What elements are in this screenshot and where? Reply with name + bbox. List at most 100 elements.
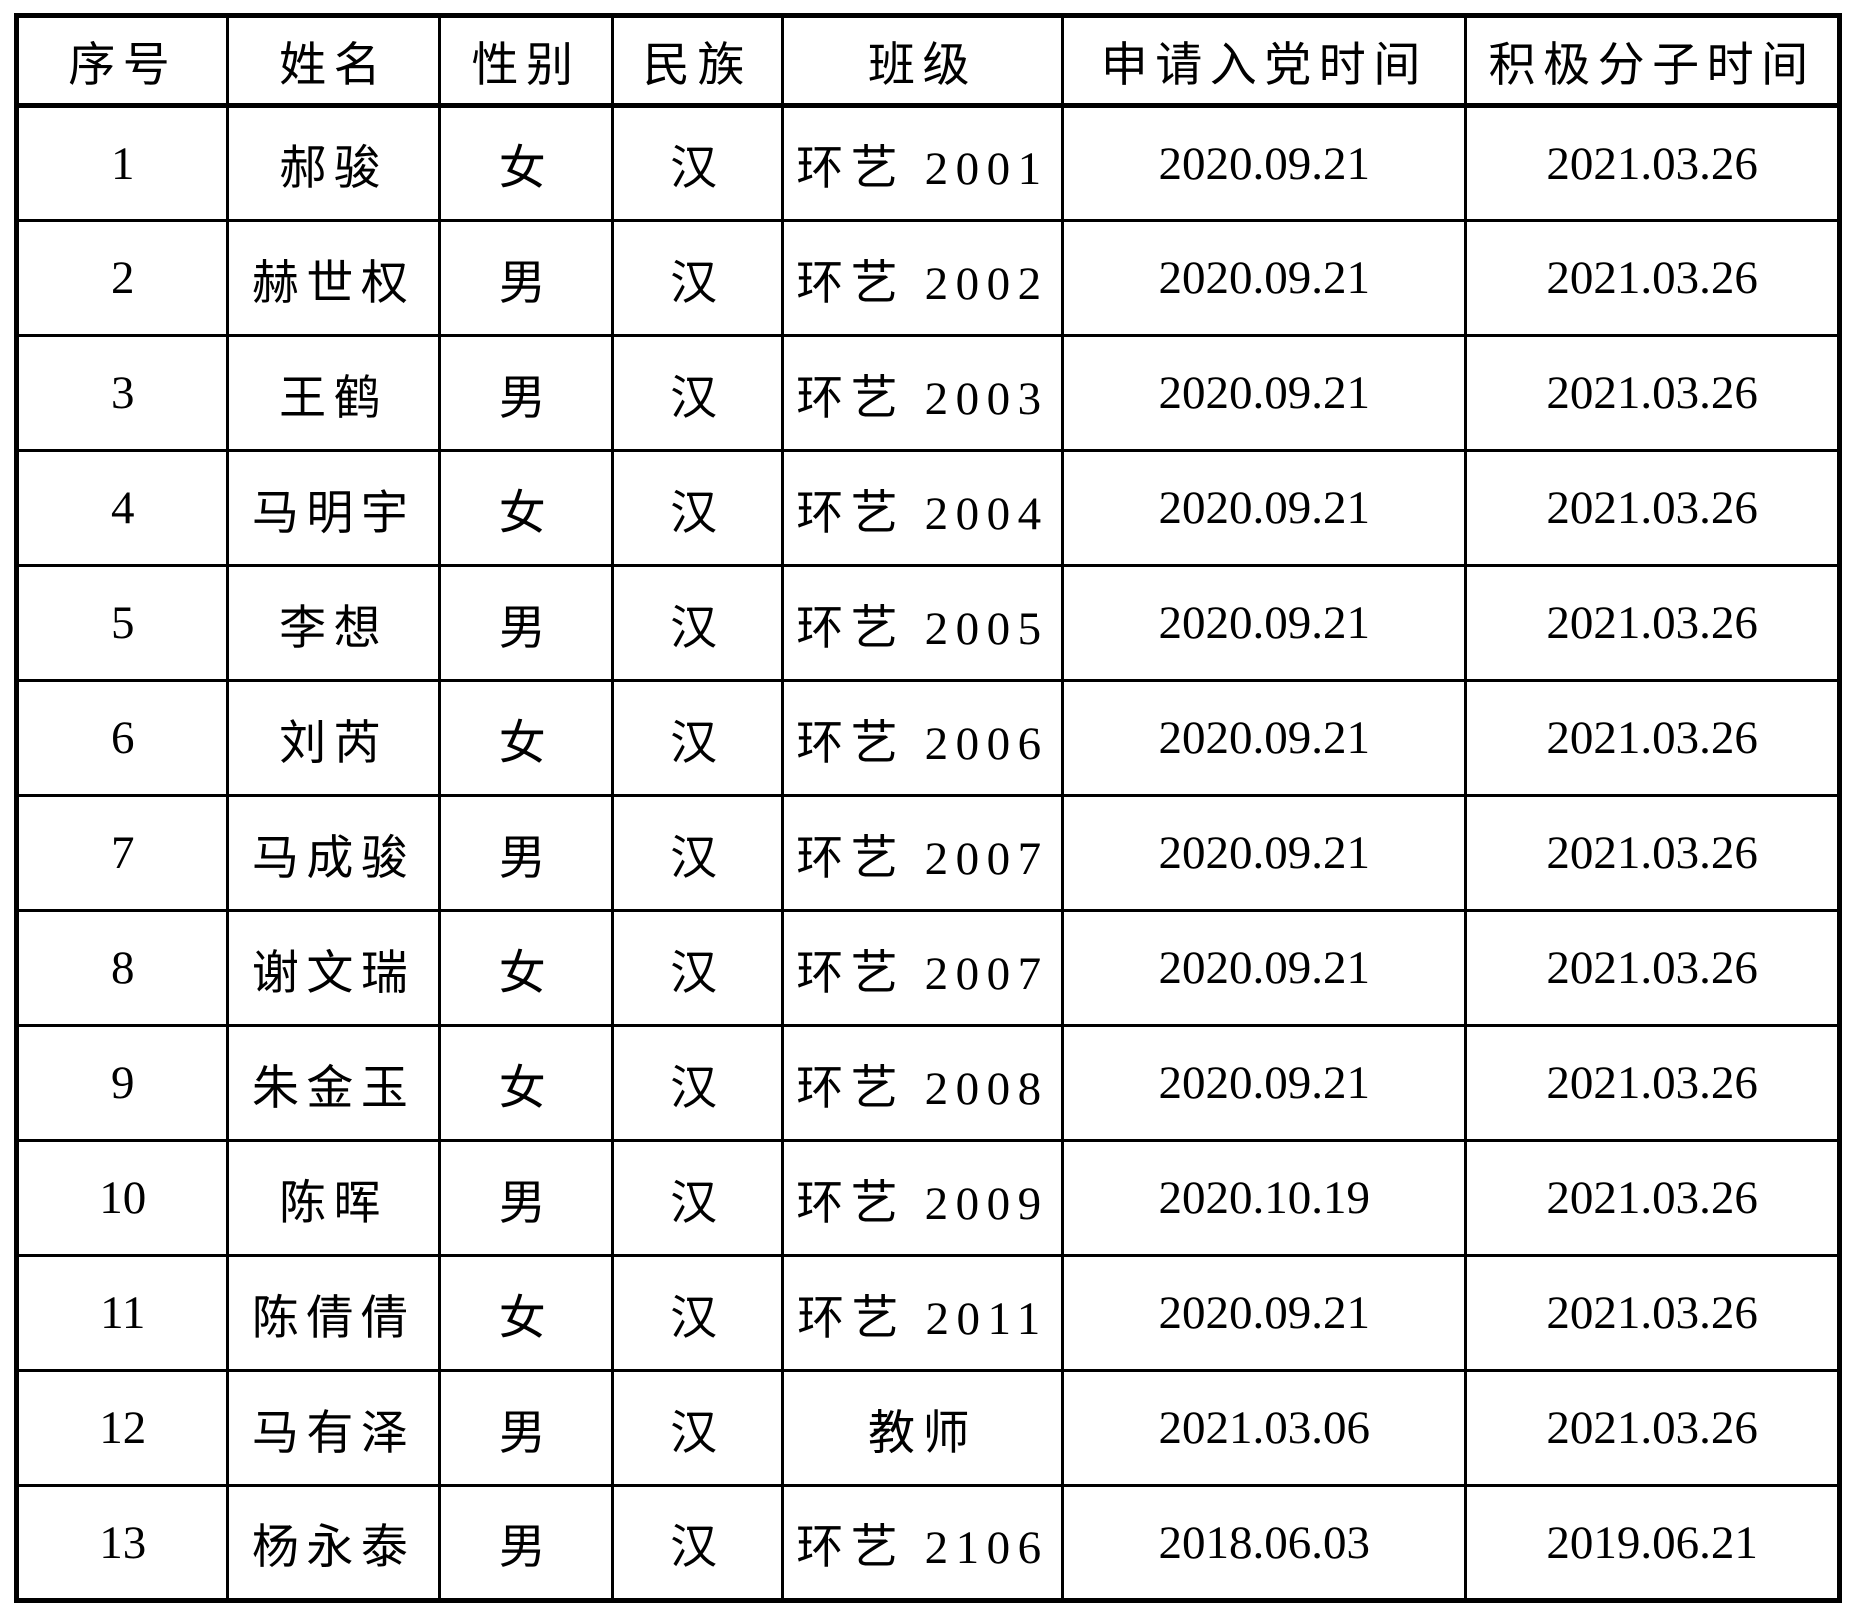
cell-name: 马明宇: [226, 449, 441, 567]
cell-activist-date: 2021.03.26: [1464, 794, 1841, 912]
cell-apply-date: 2020.09.21: [1061, 564, 1468, 682]
cell-index: 5: [14, 564, 230, 682]
cell-apply-date: 2020.09.21: [1061, 334, 1468, 452]
table-row: 10 陈晖男汉环艺 2009 2020.10.19 2021.03.26: [14, 1139, 1841, 1257]
cell-ethnicity: 汉: [611, 909, 784, 1027]
cell-class: 环艺 2106: [780, 1484, 1065, 1602]
table-row: 9 朱金玉女汉环艺 2008 2020.09.21 2021.03.26: [14, 1024, 1841, 1142]
cell-gender: 男: [437, 1369, 615, 1487]
table-row: 5 李想男汉环艺 2005 2020.09.21 2021.03.26: [14, 564, 1841, 682]
cell-name: 谢文瑞: [226, 909, 441, 1027]
cell-class: 环艺 2007: [780, 794, 1065, 912]
cell-index: 3: [14, 334, 230, 452]
cell-class: 环艺 2006: [780, 679, 1065, 797]
col-header-activist-date: 积极分子时间: [1464, 14, 1841, 108]
cell-activist-date: 2021.03.26: [1464, 334, 1841, 452]
cell-ethnicity: 汉: [611, 1484, 784, 1602]
cell-apply-date: 2020.09.21: [1061, 1254, 1468, 1372]
cell-index: 10: [14, 1139, 230, 1257]
cell-gender: 男: [437, 794, 615, 912]
cell-apply-date: 2020.09.21: [1061, 679, 1468, 797]
cell-gender: 女: [437, 679, 615, 797]
cell-ethnicity: 汉: [611, 564, 784, 682]
table-row: 2 赫世权男汉环艺 2002 2020.09.21 2021.03.26: [14, 219, 1841, 337]
cell-name: 杨永泰: [226, 1484, 441, 1602]
table-row: 11 陈倩倩女汉环艺 2011 2020.09.21 2021.03.26: [14, 1254, 1841, 1372]
cell-name: 陈倩倩: [226, 1254, 441, 1372]
cell-name: 刘芮: [226, 679, 441, 797]
cell-activist-date: 2021.03.26: [1464, 564, 1841, 682]
cell-activist-date: 2021.03.26: [1464, 1254, 1841, 1372]
cell-activist-date: 2021.03.26: [1464, 219, 1841, 337]
cell-gender: 男: [437, 564, 615, 682]
cell-apply-date: 2018.06.03: [1061, 1484, 1468, 1602]
cell-gender: 男: [437, 1139, 615, 1257]
cell-ethnicity: 汉: [611, 1254, 784, 1372]
cell-class: 环艺 2003: [780, 334, 1065, 452]
cell-class: 环艺 2007: [780, 909, 1065, 1027]
cell-class: 环艺 2008: [780, 1024, 1065, 1142]
cell-index: 12: [14, 1369, 230, 1487]
cell-activist-date: 2021.03.26: [1464, 1139, 1841, 1257]
cell-apply-date: 2020.09.21: [1061, 104, 1468, 222]
table-row: 12 马有泽男汉教师 2021.03.06 2021.03.26: [14, 1369, 1841, 1487]
cell-apply-date: 2020.09.21: [1061, 794, 1468, 912]
cell-ethnicity: 汉: [611, 1024, 784, 1142]
cell-class: 环艺 2001: [780, 104, 1065, 222]
cell-name: 马有泽: [226, 1369, 441, 1487]
cell-apply-date: 2021.03.06: [1061, 1369, 1468, 1487]
cell-gender: 女: [437, 104, 615, 222]
cell-name: 朱金玉: [226, 1024, 441, 1142]
cell-activist-date: 2021.03.26: [1464, 1024, 1841, 1142]
cell-ethnicity: 汉: [611, 334, 784, 452]
party-activist-roster-table: 序号 姓名 性别 民族 班级 申请入党时间 积极分子时间 1 郝骏女汉环艺 2001 2020.…: [14, 13, 1842, 1603]
cell-ethnicity: 汉: [611, 449, 784, 567]
cell-index: 4: [14, 449, 230, 567]
col-header-name: 姓名: [226, 14, 441, 108]
table-row: 3 王鹤男汉环艺 2003 2020.09.21 2021.03.26: [14, 334, 1841, 452]
cell-gender: 男: [437, 1484, 615, 1602]
cell-gender: 男: [437, 334, 615, 452]
cell-name: 李想: [226, 564, 441, 682]
cell-class: 环艺 2009: [780, 1139, 1065, 1257]
cell-gender: 女: [437, 909, 615, 1027]
cell-ethnicity: 汉: [611, 219, 784, 337]
table-row: 4 马明宇女汉环艺 2004 2020.09.21 2021.03.26: [14, 449, 1841, 567]
table-body: 1 郝骏女汉环艺 2001 2020.09.21 2021.03.26 2 赫世权男汉环艺…: [14, 104, 1841, 1602]
cell-class: 环艺 2011: [780, 1254, 1065, 1372]
table-row: 7 马成骏男汉环艺 2007 2020.09.21 2021.03.26: [14, 794, 1841, 912]
cell-apply-date: 2020.09.21: [1061, 1024, 1468, 1142]
cell-apply-date: 2020.09.21: [1061, 449, 1468, 567]
cell-index: 9: [14, 1024, 230, 1142]
table-row: 1 郝骏女汉环艺 2001 2020.09.21 2021.03.26: [14, 104, 1841, 222]
cell-index: 2: [14, 219, 230, 337]
cell-index: 6: [14, 679, 230, 797]
col-header-index: 序号: [14, 14, 230, 108]
cell-ethnicity: 汉: [611, 1369, 784, 1487]
col-header-gender: 性别: [437, 14, 615, 108]
cell-activist-date: 2021.03.26: [1464, 1369, 1841, 1487]
table-head: 序号 姓名 性别 民族 班级 申请入党时间 积极分子时间: [14, 14, 1841, 108]
cell-apply-date: 2020.09.21: [1061, 909, 1468, 1027]
cell-gender: 女: [437, 1024, 615, 1142]
cell-index: 1: [14, 104, 230, 222]
cell-gender: 男: [437, 219, 615, 337]
cell-name: 马成骏: [226, 794, 441, 912]
table-row: 13 杨永泰男汉环艺 2106 2018.06.03 2019.06.21: [14, 1484, 1841, 1602]
cell-class: 环艺 2004: [780, 449, 1065, 567]
cell-activist-date: 2021.03.26: [1464, 104, 1841, 222]
cell-name: 王鹤: [226, 334, 441, 452]
cell-activist-date: 2019.06.21: [1464, 1484, 1841, 1602]
cell-index: 7: [14, 794, 230, 912]
table-row: 6 刘芮女汉环艺 2006 2020.09.21 2021.03.26: [14, 679, 1841, 797]
cell-activist-date: 2021.03.26: [1464, 679, 1841, 797]
cell-class: 环艺 2002: [780, 219, 1065, 337]
cell-activist-date: 2021.03.26: [1464, 449, 1841, 567]
cell-name: 郝骏: [226, 104, 441, 222]
cell-apply-date: 2020.10.19: [1061, 1139, 1468, 1257]
cell-name: 赫世权: [226, 219, 441, 337]
cell-index: 11: [14, 1254, 230, 1372]
cell-apply-date: 2020.09.21: [1061, 219, 1468, 337]
cell-class: 教师: [780, 1369, 1065, 1487]
